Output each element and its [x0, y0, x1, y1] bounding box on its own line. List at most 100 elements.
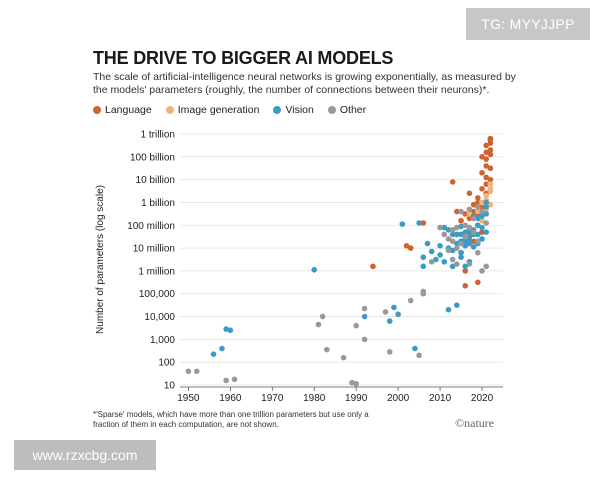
point-language	[403, 243, 410, 249]
point-other	[441, 231, 448, 238]
y-axis-title: Number of parameters (log scale)	[95, 185, 106, 334]
x-tick-label: 1950	[177, 393, 200, 404]
point-vision	[445, 306, 452, 313]
point-other	[386, 349, 393, 355]
point-vision	[458, 223, 464, 230]
point-vision	[458, 249, 464, 256]
point-language	[466, 190, 473, 197]
point-other	[340, 354, 347, 361]
chart-subtitle: The scale of artificial-intelligence neu…	[93, 71, 516, 96]
point-vision	[475, 215, 481, 222]
footnote: *'Sparse' models, which have more than o…	[93, 410, 369, 429]
point-vision	[483, 229, 490, 235]
point-vision	[441, 258, 448, 265]
point-language	[479, 154, 485, 160]
legend-dot-other	[327, 106, 336, 114]
y-tick-label: 1 million	[138, 266, 175, 277]
x-tick-label: 2020	[471, 393, 494, 404]
point-other	[458, 240, 464, 247]
point-language	[479, 229, 485, 235]
point-other	[458, 208, 464, 215]
point-other	[454, 245, 460, 251]
watermark-bottom: www.rzxcbg.com	[14, 440, 156, 470]
y-tick-label: 10 million	[133, 244, 175, 255]
point-other	[445, 247, 452, 254]
point-language	[470, 208, 477, 215]
point-other	[193, 368, 200, 375]
point-other	[475, 238, 481, 245]
legend-item-other: Other	[327, 104, 367, 116]
point-vision	[437, 252, 443, 258]
point-vision	[466, 233, 473, 240]
point-other	[475, 249, 481, 256]
axis-layer: 1 trillion 100 billion 10 billion 1 billion…	[127, 130, 503, 404]
point-language	[420, 220, 427, 226]
point-vision	[391, 304, 397, 311]
y-tick-label: 1,000	[150, 335, 175, 346]
legend-dot-vision	[273, 106, 282, 114]
point-vision	[424, 240, 431, 247]
point-language	[449, 179, 456, 185]
chart-legend: Language Image generation Vision Other	[93, 104, 366, 116]
point-language	[475, 279, 481, 286]
point-other	[462, 222, 469, 229]
point-other	[353, 322, 359, 329]
point-other	[466, 206, 473, 213]
point-other	[361, 305, 368, 312]
point-image-generation	[483, 192, 490, 199]
point-language	[454, 208, 460, 215]
point-other	[428, 258, 435, 265]
point-other	[353, 381, 359, 387]
point-other	[454, 224, 460, 231]
point-vision	[458, 254, 464, 261]
point-vision	[483, 204, 490, 210]
point-image-generation	[479, 217, 485, 224]
point-language	[487, 136, 494, 143]
point-language	[487, 147, 494, 153]
point-other	[223, 377, 229, 384]
point-other	[462, 233, 469, 240]
point-language	[487, 176, 494, 183]
point-other	[416, 352, 422, 359]
chart-title: THE DRIVE TO BIGGER AI MODELS	[93, 48, 394, 68]
point-image-generation	[475, 208, 481, 215]
y-tick-label: 1 trillion	[141, 130, 175, 141]
x-tick-label: 2000	[387, 393, 410, 404]
point-image-generation	[479, 199, 485, 206]
point-vision	[437, 243, 443, 249]
point-vision	[433, 256, 439, 263]
point-layer	[185, 135, 494, 387]
y-tick-label: 100	[158, 358, 175, 369]
point-other	[449, 238, 456, 245]
point-vision	[479, 236, 485, 242]
point-language	[487, 151, 494, 158]
point-language	[466, 215, 473, 222]
point-other	[420, 290, 427, 297]
point-vision	[454, 231, 460, 238]
legend-dot-language	[93, 106, 101, 114]
x-tick-label: 1990	[345, 393, 368, 404]
point-other	[475, 204, 481, 210]
point-language	[483, 149, 490, 156]
legend-dot-image-generation	[165, 106, 174, 114]
point-vision	[470, 244, 477, 250]
point-vision	[458, 231, 464, 238]
point-vision	[462, 238, 469, 245]
point-other	[185, 368, 192, 375]
point-language	[462, 211, 469, 217]
point-vision	[219, 345, 225, 352]
x-tick-label: 1980	[303, 393, 326, 404]
point-image-generation	[487, 201, 494, 208]
point-vision	[399, 221, 406, 227]
grid-layer	[180, 133, 503, 386]
point-language	[487, 165, 494, 172]
point-other	[349, 379, 355, 386]
point-vision	[462, 263, 469, 270]
point-other	[479, 268, 485, 274]
point-other	[382, 309, 389, 315]
y-tick-label: 100 million	[127, 221, 175, 232]
legend-label-other: Other	[339, 104, 367, 116]
point-language	[479, 204, 485, 210]
point-vision	[449, 247, 456, 254]
